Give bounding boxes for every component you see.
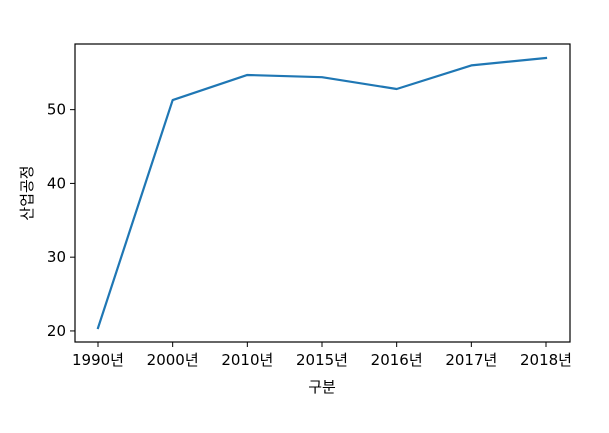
x-tick-label: 2010년 xyxy=(221,351,273,369)
x-tick-label: 1990년 xyxy=(72,351,124,369)
y-axis-label: 산업공정 xyxy=(18,165,36,220)
x-axis-ticks: 1990년 2000년 2010년 2015년 2016년 2017년 2018년 xyxy=(72,342,572,369)
x-tick-label: 2015년 xyxy=(296,351,348,369)
y-tick-label: 30 xyxy=(47,248,66,266)
x-tick-label: 2017년 xyxy=(445,351,497,369)
y-tick-label: 20 xyxy=(47,322,66,340)
y-axis-ticks: 20 30 40 50 xyxy=(47,101,75,340)
y-tick-label: 40 xyxy=(47,174,66,192)
y-tick-label: 50 xyxy=(47,101,66,119)
x-tick-label: 2016년 xyxy=(371,351,423,369)
x-tick-label: 2000년 xyxy=(147,351,199,369)
x-axis-label: 구분 xyxy=(308,378,336,396)
x-tick-label: 2018년 xyxy=(520,351,572,369)
